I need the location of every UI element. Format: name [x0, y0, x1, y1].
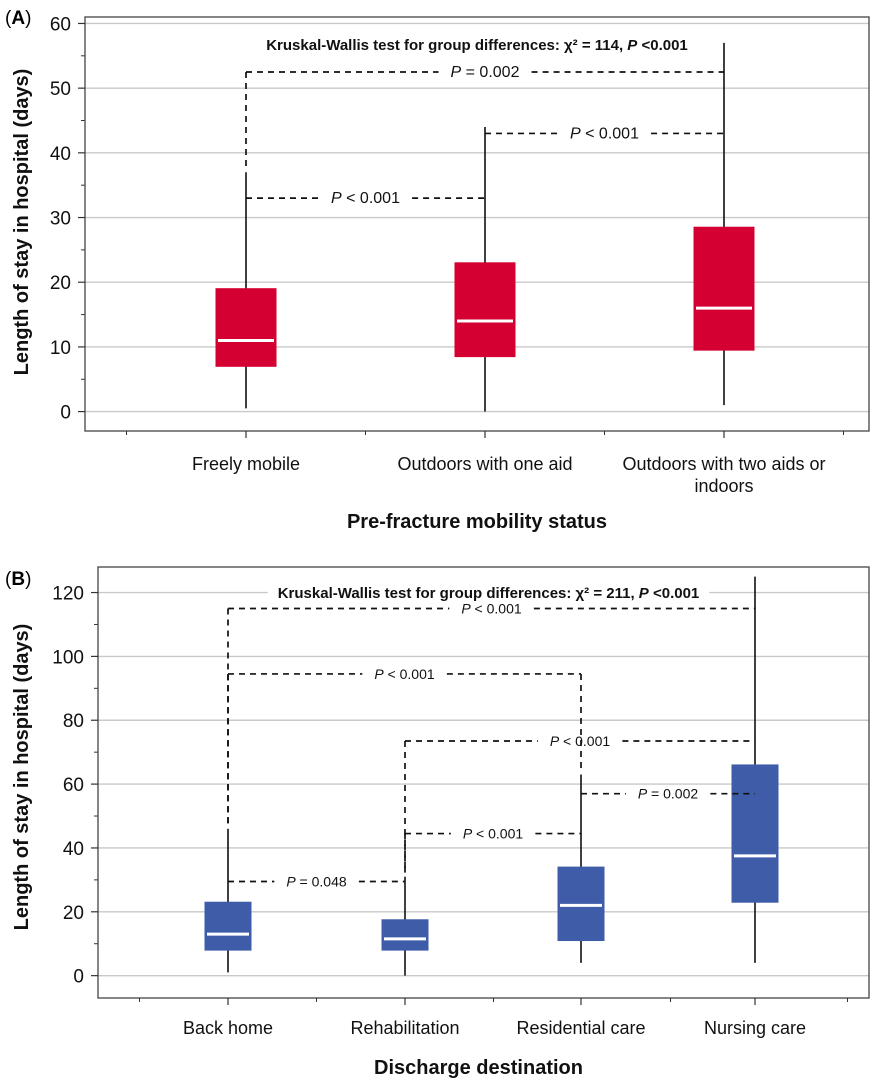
- test-annotation: Kruskal-Wallis test for group difference…: [278, 585, 700, 602]
- x-axis-title: Pre-fracture mobility status: [347, 511, 607, 533]
- chart-panel-a: (A) 0 10 20 30 40 50 60 Length of stay in hospit…: [5, 8, 870, 533]
- comparison-label: P < 0.001: [461, 601, 522, 617]
- comparison-label: P = 0.048: [286, 873, 347, 889]
- y-tick-label: 20: [63, 903, 84, 924]
- plot-frame: [97, 566, 870, 999]
- y-tick-label: 30: [50, 209, 71, 230]
- chart-panel-b: (B) 0 20 40 60 80 100 120 Length of stay in hosp…: [5, 566, 870, 1079]
- x-category-label: Outdoors with one aid: [397, 454, 572, 474]
- box: [731, 764, 779, 903]
- x-axis-title: Discharge destination: [374, 1057, 583, 1079]
- x-category-label: Residential care: [516, 1018, 645, 1038]
- y-tick-label: 120: [52, 584, 84, 605]
- y-tick-label: 80: [63, 711, 84, 732]
- box: [204, 901, 252, 951]
- x-category-label: Freely mobile: [192, 454, 300, 474]
- comparison-label: P < 0.001: [550, 733, 611, 749]
- y-axis-title: Length of stay in hospital (days): [11, 69, 33, 376]
- comparison-label: P = 0.002: [638, 786, 699, 802]
- x-category-label: Nursing care: [704, 1018, 806, 1038]
- y-axis-title: Length of stay in hospital (days): [11, 624, 33, 931]
- box: [454, 262, 516, 358]
- y-tick-label: 60: [50, 14, 71, 35]
- panel-label: (A): [5, 8, 31, 29]
- y-tick-label: 10: [50, 338, 71, 359]
- comparison-label: P = 0.002: [451, 64, 520, 81]
- test-annotation: Kruskal-Wallis test for group difference…: [266, 37, 688, 54]
- y-tick-label: 50: [50, 79, 71, 100]
- test-annotation-bg: [267, 582, 710, 605]
- y-tick-label: 0: [60, 403, 71, 424]
- panel-label: (B): [5, 569, 31, 590]
- y-tick-label: 0: [73, 967, 84, 988]
- y-tick-label: 40: [63, 839, 84, 860]
- box: [557, 866, 605, 942]
- comparison-label: P < 0.001: [570, 125, 639, 142]
- box: [215, 288, 277, 367]
- y-tick-label: 100: [52, 647, 84, 668]
- plot-frame: [84, 16, 870, 432]
- box: [693, 226, 755, 351]
- comparison-label: P < 0.001: [374, 666, 435, 682]
- test-annotation-bg: [256, 34, 698, 57]
- y-tick-label: 20: [50, 273, 71, 294]
- comparison-label: P < 0.001: [331, 190, 400, 207]
- comparison-label: P < 0.001: [463, 826, 524, 842]
- x-category-label: Back home: [183, 1018, 273, 1038]
- x-category-label: Outdoors with two aids or indoors: [622, 454, 825, 496]
- y-tick-label: 60: [63, 775, 84, 796]
- box: [381, 919, 429, 951]
- x-category-label: Rehabilitation: [350, 1018, 459, 1038]
- y-tick-label: 40: [50, 144, 71, 165]
